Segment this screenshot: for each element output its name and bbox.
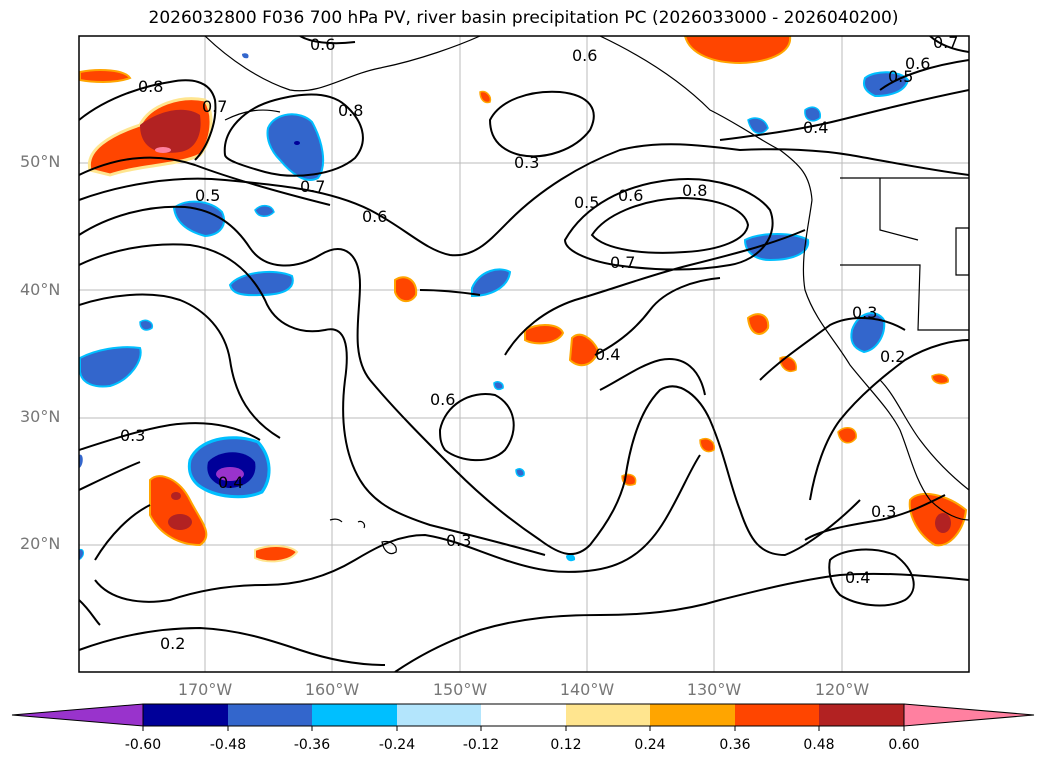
lat-label-50n: 50°N <box>20 152 61 171</box>
lon-label-130w: 130°W <box>686 680 742 699</box>
colorbar-tick-label: 0.48 <box>803 737 835 753</box>
contour-label: 0.8 <box>338 101 363 120</box>
colorbar-bin <box>566 704 650 726</box>
contour-label: 0.3 <box>852 303 877 322</box>
colorbar-tick-label: -0.12 <box>462 737 500 753</box>
map-frame <box>78 35 970 673</box>
colorbar-bin <box>143 704 228 726</box>
contour-label: 0.6 <box>362 207 387 226</box>
precip-pc-fill <box>79 36 968 563</box>
contour-label: 0.3 <box>871 502 896 521</box>
contour-label: 0.2 <box>160 634 185 653</box>
colorbar-under-arrow <box>11 703 144 727</box>
gridlines <box>79 36 969 672</box>
contour-label: 0.6 <box>430 390 455 409</box>
contour-label: 0.5 <box>888 67 913 86</box>
colorbar-tick-label: -0.48 <box>209 737 247 753</box>
colorbar-bin <box>312 704 397 726</box>
contour-label: 0.7 <box>300 177 325 196</box>
contour-label: 0.4 <box>845 568 870 587</box>
contour-label: 0.8 <box>138 77 163 96</box>
lon-label-170w: 170°W <box>177 680 233 699</box>
colorbar-tick-label: -0.60 <box>124 737 162 753</box>
lat-label-30n: 30°N <box>20 407 61 426</box>
coastlines <box>204 36 969 555</box>
colorbar-bin <box>228 704 312 726</box>
contour-label: 0.3 <box>446 531 471 550</box>
contour-label: 0.6 <box>618 186 643 205</box>
colorbar-bin <box>735 704 819 726</box>
colorbar-tick-label: 0.12 <box>550 737 582 753</box>
colorbar-tick-label: -0.36 <box>293 737 331 753</box>
colorbar-bin <box>819 704 904 726</box>
colorbar-tick-label: 0.24 <box>634 737 666 753</box>
contour-label: 0.8 <box>682 181 707 200</box>
contour-label: 0.7 <box>202 97 227 116</box>
lat-label-40n: 40°N <box>20 280 61 299</box>
colorbar <box>11 703 1035 731</box>
colorbar-bin <box>481 704 566 726</box>
contour-label: 0.4 <box>595 345 620 364</box>
lat-label-20n: 20°N <box>20 534 61 553</box>
lon-label-160w: 160°W <box>304 680 360 699</box>
contour-label: 0.5 <box>574 193 599 212</box>
pv-contours <box>79 36 969 672</box>
contour-label: 0.6 <box>572 46 597 65</box>
contour-label: 0.5 <box>195 186 220 205</box>
contour-label: 0.2 <box>880 347 905 366</box>
contour-label: 0.4 <box>803 118 828 137</box>
colorbar-bin <box>650 704 735 726</box>
contour-label: 0.7 <box>610 253 635 272</box>
contour-label: 0.4 <box>218 473 243 492</box>
lon-label-120w: 120°W <box>814 680 870 699</box>
contour-label: 0.6 <box>310 35 335 54</box>
contour-labels: 0.6 0.6 0.6 0.7 0.5 0.8 0.7 0.8 0.4 0.7 … <box>120 33 958 653</box>
contour-label: 0.3 <box>514 153 539 172</box>
contour-label: 0.6 <box>905 54 930 73</box>
colorbar-bin <box>397 704 481 726</box>
contour-label: 0.3 <box>120 426 145 445</box>
lon-label-150w: 150°W <box>432 680 488 699</box>
contour-label: 0.7 <box>933 33 958 52</box>
colorbar-over-arrow <box>903 703 1035 727</box>
map-title: 2026032800 F036 700 hPa PV, river basin … <box>148 8 899 28</box>
colorbar-tick-label: -0.24 <box>378 737 416 753</box>
colorbar-tick-label: 0.60 <box>888 737 920 753</box>
lon-label-140w: 140°W <box>559 680 615 699</box>
colorbar-tick-label: 0.36 <box>719 737 751 753</box>
